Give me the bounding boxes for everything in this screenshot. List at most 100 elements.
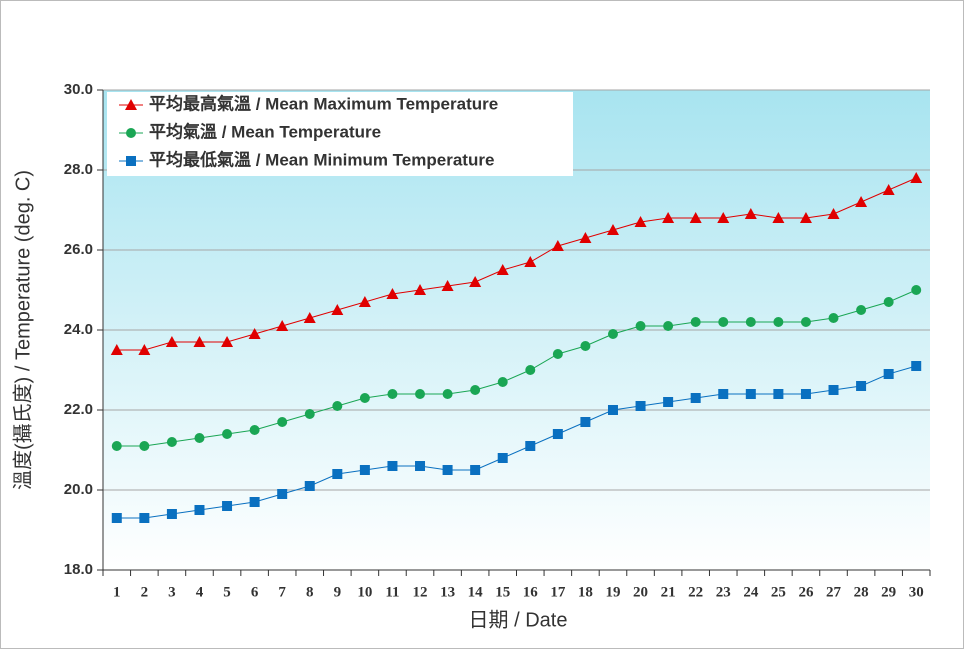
x-tick-label: 12 [413,584,428,600]
marker [883,369,894,379]
marker [496,264,509,275]
marker [883,297,894,307]
marker [111,441,122,451]
marker [194,505,205,515]
marker [304,481,315,491]
marker [165,336,178,347]
marker [856,305,867,315]
x-tick-label: 26 [798,584,814,600]
y-tick-label: 20.0 [64,481,93,498]
marker [910,172,923,183]
series-line [116,177,917,351]
x-tick-label: 7 [278,584,286,600]
legend-box [107,92,573,176]
marker [911,285,922,295]
marker [800,317,811,327]
marker [387,461,398,471]
x-tick-label: 11 [385,584,399,600]
marker [772,212,785,223]
marker [745,317,756,327]
marker [359,393,370,403]
marker [497,453,508,463]
x-tick-label: 15 [495,584,510,600]
x-tick-label: 3 [168,584,176,600]
marker [193,336,206,347]
marker [166,509,177,519]
marker [524,256,537,267]
marker [717,212,730,223]
marker [469,276,482,287]
marker [773,317,784,327]
marker [497,377,508,387]
marker [552,349,563,359]
x-tick-label: 30 [909,584,924,600]
marker [331,304,344,315]
marker [358,296,371,307]
marker [304,409,315,419]
marker [662,212,675,223]
y-tick-label: 18.0 [64,561,93,578]
x-tick-label: 27 [826,584,842,600]
marker [580,341,591,351]
marker [222,501,233,511]
marker [441,280,454,291]
marker [634,216,647,227]
marker [277,489,288,499]
marker [552,429,563,439]
marker [855,196,868,207]
marker [415,461,426,471]
marker [663,321,674,331]
marker [579,232,592,243]
marker [359,465,370,475]
marker [690,393,701,403]
marker [276,320,289,331]
x-axis-title: 日期 / Date [469,609,568,631]
x-tick-label: 28 [854,584,869,600]
legend-label: 平均最低氣溫 / Mean Minimum Temperature [149,149,494,169]
y-tick-label: 24.0 [64,321,93,338]
marker [111,513,122,523]
marker [799,212,812,223]
x-tick-label: 8 [306,584,314,600]
marker [249,497,260,507]
marker [125,99,137,110]
marker [525,441,536,451]
marker [138,344,151,355]
marker [606,224,619,235]
marker [442,465,453,475]
x-tick-label: 22 [688,584,703,600]
marker [744,208,757,219]
marker [139,513,150,523]
x-tick-label: 9 [334,584,342,600]
x-tick-label: 18 [578,584,593,600]
marker [718,389,729,399]
x-tick-label: 23 [716,584,731,600]
marker [828,313,839,323]
marker [718,317,729,327]
marker [635,321,646,331]
x-tick-label: 14 [468,584,484,600]
marker [248,328,261,339]
x-tick-label: 20 [633,584,648,600]
marker [332,401,343,411]
y-tick-label: 26.0 [64,241,93,258]
x-tick-label: 29 [881,584,896,600]
marker [126,156,136,166]
marker [525,365,536,375]
marker [689,212,702,223]
marker [607,405,618,415]
marker [827,208,840,219]
x-tick-label: 6 [251,584,259,600]
x-tick-label: 25 [771,584,786,600]
x-tick-label: 10 [357,584,372,600]
x-tick-label: 21 [661,584,676,600]
marker [139,441,150,451]
x-tick-label: 19 [605,584,620,600]
x-tick-label: 4 [196,584,204,600]
marker [828,385,839,395]
marker [166,437,177,447]
marker [470,465,481,475]
x-tick-label: 5 [223,584,231,600]
